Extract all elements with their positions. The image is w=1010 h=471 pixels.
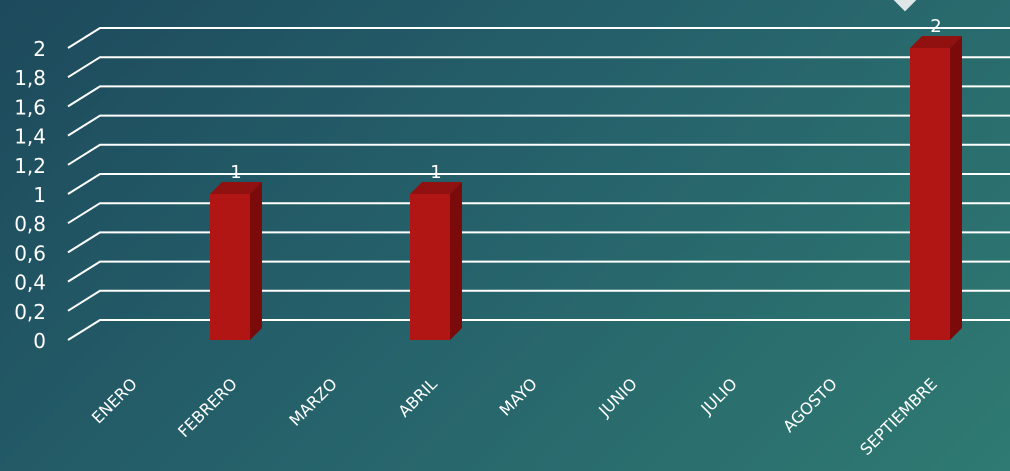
gridline: [67, 231, 1010, 254]
bar: [910, 48, 950, 340]
gridline: [67, 114, 1010, 137]
gridline: [67, 319, 1010, 341]
y-axis-ticks: 0 0,2 0,4 0,6 0,8 1 1,2 1,4 1,6 1,8 2: [14, 37, 46, 353]
data-label: 2: [930, 16, 941, 37]
bar: [210, 194, 250, 340]
y-tick-label: 1,2: [14, 154, 46, 178]
gridline: [67, 202, 1010, 225]
data-label: 1: [430, 162, 441, 183]
gridline: [67, 56, 1010, 79]
y-tick-label: 1,4: [14, 125, 46, 149]
y-tick-label: 0: [33, 329, 46, 353]
bar-top: [410, 182, 462, 194]
y-tick-label: 2: [33, 37, 46, 61]
data-label: 1: [230, 162, 241, 183]
bar-top: [910, 36, 962, 48]
y-tick-label: 0,8: [14, 212, 46, 236]
x-tick-label: AGOSTO: [779, 374, 841, 436]
x-tick-label: SEPTIEMBRE: [856, 374, 941, 459]
gridline: [67, 85, 1010, 108]
x-tick-label: ENERO: [88, 374, 141, 427]
bar-top: [210, 182, 262, 194]
x-tick-label: JUNIO: [594, 374, 640, 420]
bar-side: [950, 36, 962, 340]
y-tick-label: 1,8: [14, 66, 46, 90]
gridline: [67, 27, 1010, 49]
bar-side: [450, 182, 462, 340]
y-tick-label: 1,6: [14, 95, 46, 119]
gridline: [67, 289, 1010, 312]
gridline: [67, 143, 1010, 166]
y-tick-label: 0,4: [14, 271, 46, 295]
x-tick-label: JULIO: [697, 374, 741, 418]
bars: [210, 36, 962, 340]
x-tick-label: MAYO: [496, 374, 541, 419]
y-tick-label: 0,2: [14, 300, 46, 324]
x-tick-label: FEBRERO: [174, 374, 241, 441]
y-tick-label: 0,6: [14, 241, 46, 265]
y-tick-label: 1: [33, 183, 46, 207]
x-axis-ticks: ENERO FEBRERO MARZO ABRIL MAYO JUNIO JULIO AGOS…: [88, 374, 941, 459]
data-labels: 1 1 2: [230, 16, 941, 183]
gridline: [67, 173, 1010, 195]
bar: [410, 194, 450, 340]
bar-side: [250, 182, 262, 340]
x-tick-label: MARZO: [285, 374, 340, 429]
gridline: [67, 260, 1010, 283]
x-tick-label: ABRIL: [394, 374, 440, 420]
gridlines: [67, 27, 1010, 341]
